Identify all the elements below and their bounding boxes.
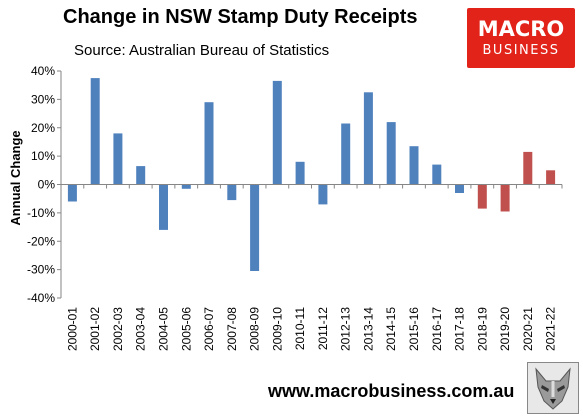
chart-subtitle: Source: Australian Bureau of Statistics bbox=[74, 42, 330, 59]
y-tick-label: 40% bbox=[31, 64, 55, 78]
x-tick-label: 2017-18 bbox=[453, 307, 467, 351]
bar-2013-14 bbox=[363, 92, 373, 185]
bar-2015-16 bbox=[409, 146, 419, 185]
x-tick-label: 2019-20 bbox=[498, 307, 512, 351]
y-tick-label: 10% bbox=[31, 149, 55, 163]
x-tick-label: 2018-19 bbox=[475, 307, 489, 351]
y-tick-label: -10% bbox=[27, 206, 55, 220]
bar-2008-09 bbox=[250, 184, 260, 271]
y-tick-label: 20% bbox=[31, 121, 55, 135]
macrobusiness-logo: MACRO BUSINESS bbox=[467, 8, 575, 68]
bar-2018-19 bbox=[477, 184, 487, 209]
x-tick-label: 2014-15 bbox=[384, 307, 398, 351]
footer-url[interactable]: www.macrobusiness.com.au bbox=[268, 381, 515, 401]
x-tick-label: 2005-06 bbox=[179, 307, 193, 351]
bar-2014-15 bbox=[386, 122, 396, 185]
x-tick-label: 2008-09 bbox=[248, 307, 262, 351]
bar-2000-01 bbox=[67, 184, 77, 202]
bar-2004-05 bbox=[159, 184, 168, 230]
y-tick-label: -40% bbox=[27, 291, 55, 305]
x-tick-label: 2021-22 bbox=[544, 307, 558, 351]
bar-2001-02 bbox=[90, 78, 100, 185]
bar-2003-04 bbox=[136, 166, 146, 185]
chart-title: Change in NSW Stamp Duty Receipts bbox=[63, 6, 418, 28]
bar-2002-03 bbox=[113, 133, 123, 185]
x-tick-label: 2013-14 bbox=[361, 307, 375, 351]
x-tick-label: 2011-12 bbox=[316, 307, 330, 350]
bar-2019-20 bbox=[500, 184, 510, 212]
x-tick-label: 2004-05 bbox=[156, 307, 170, 351]
y-tick-label: -30% bbox=[27, 263, 55, 277]
x-axis: 2000-01 2001-02 2002-03 2003-04 2004-05 2005-… bbox=[60, 184, 563, 351]
logo-line-2: BUSINESS bbox=[482, 43, 560, 58]
bar-2009-10 bbox=[272, 80, 282, 185]
x-tick-label: 2002-03 bbox=[111, 307, 125, 351]
x-tick-label: 2006-07 bbox=[202, 307, 216, 351]
bar-2021-22 bbox=[546, 170, 556, 185]
bar-2020-21 bbox=[523, 151, 533, 185]
x-tick-label: 2015-16 bbox=[407, 307, 421, 351]
bar-2010-11 bbox=[295, 161, 305, 185]
wolf-logo-icon bbox=[527, 362, 579, 414]
bar-2017-18 bbox=[455, 184, 464, 193]
x-tick-label: 2001-02 bbox=[88, 307, 102, 351]
x-tick-label: 2003-04 bbox=[134, 307, 148, 351]
logo-line-1: MACRO bbox=[477, 17, 565, 41]
x-tick-label: 2016-17 bbox=[430, 307, 444, 351]
x-tick-label: 2020-21 bbox=[521, 307, 535, 351]
bar-2016-17 bbox=[432, 164, 442, 185]
x-tick-label: 2010-11 bbox=[293, 307, 307, 350]
x-tick-label: 2009-10 bbox=[270, 307, 284, 351]
bar-2007-08 bbox=[227, 184, 237, 201]
x-tick-label: 2007-08 bbox=[225, 307, 239, 351]
bar-2012-13 bbox=[341, 123, 351, 185]
y-axis: -40% -30% -20% -10% 0% 10% 20% 30% 40% bbox=[27, 64, 62, 305]
bars bbox=[67, 78, 556, 271]
y-tick-label: -20% bbox=[27, 234, 55, 248]
y-tick-label: 30% bbox=[31, 92, 55, 106]
x-tick-label: 2012-13 bbox=[339, 307, 353, 351]
bar-2011-12 bbox=[318, 184, 328, 205]
y-tick-label: 0% bbox=[38, 178, 56, 192]
bar-2006-07 bbox=[204, 102, 214, 185]
x-tick-label: 2000-01 bbox=[65, 307, 79, 351]
bar-2005-06 bbox=[181, 184, 191, 189]
